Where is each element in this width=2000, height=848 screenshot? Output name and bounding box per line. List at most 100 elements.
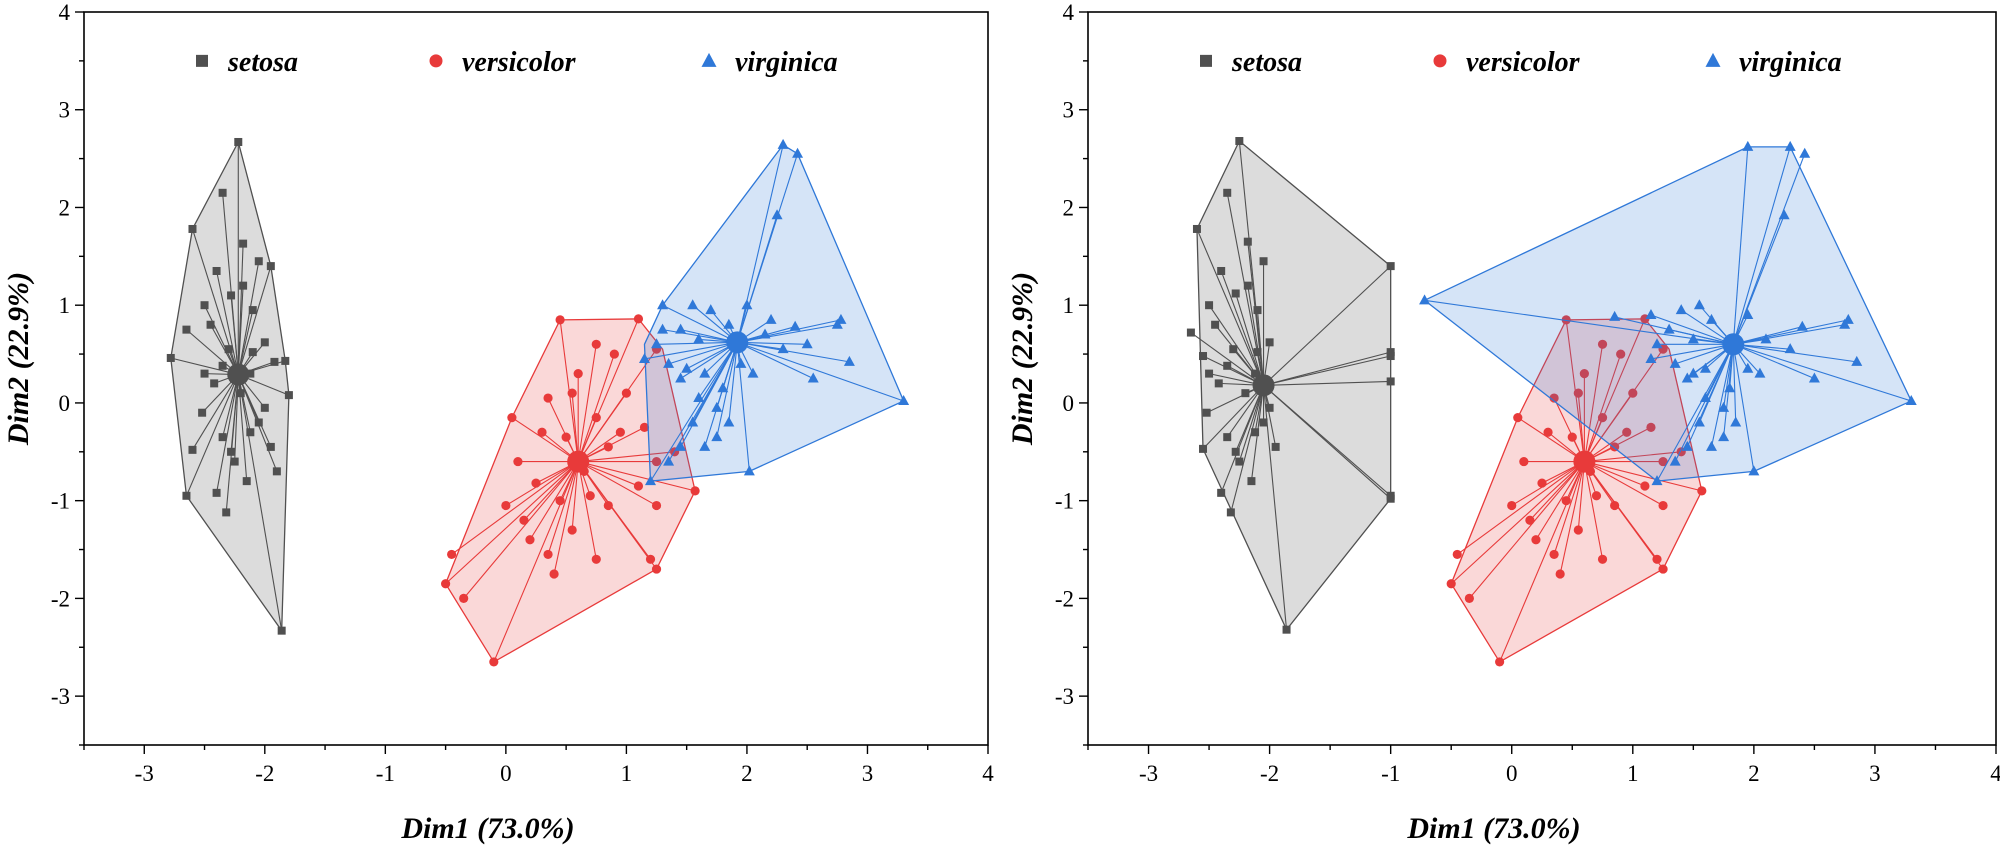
versicolor-point (651, 564, 662, 574)
versicolor-point (1658, 500, 1668, 511)
setosa-point (1186, 328, 1195, 337)
virginica-point (1669, 357, 1681, 368)
virginica-spoke (737, 341, 808, 345)
setosa-point (227, 291, 236, 300)
virginica-point (711, 431, 723, 442)
versicolor-spoke (578, 451, 675, 463)
virginica-point (1705, 440, 1717, 451)
setosa-point (1251, 428, 1260, 437)
versicolor-spoke (1499, 461, 1585, 663)
virginica-point (1742, 308, 1754, 319)
versicolor-point (621, 388, 632, 398)
setosa-point (224, 345, 233, 354)
setosa-point (1386, 494, 1395, 503)
setosa-spoke (170, 357, 239, 376)
setosa-spoke (1263, 384, 1392, 500)
right-x-tick-label: -3 (1139, 761, 1158, 786)
versicolor-point (1537, 478, 1547, 488)
setosa-point (210, 379, 219, 388)
versicolor-point (507, 412, 517, 423)
virginica-point (1778, 209, 1790, 220)
versicolor-point (1561, 315, 1571, 325)
virginica-spoke (736, 215, 778, 343)
setosa-point (246, 369, 255, 378)
setosa-point (272, 467, 281, 476)
virginica-point (1742, 362, 1754, 373)
versicolor-point (591, 412, 601, 423)
versicolor-point (609, 349, 619, 359)
versicolor-spoke (451, 461, 579, 555)
setosa-point (236, 389, 245, 398)
right-legend-item-virginica: virginica (1705, 47, 1842, 78)
setosa-spoke (237, 374, 272, 448)
setosa-point (254, 418, 263, 427)
left-y-tick-label: -3 (51, 684, 70, 709)
virginica-point (657, 299, 669, 310)
right-x-tick-label: 2 (1748, 761, 1760, 786)
virginica-spoke (662, 304, 738, 343)
versicolor-point (633, 481, 644, 491)
setosa-point (1211, 320, 1220, 329)
setosa-point (1231, 289, 1240, 298)
setosa-spoke (1263, 380, 1391, 386)
setosa-point (234, 137, 243, 146)
setosa-point (284, 391, 293, 400)
virginica-point (843, 355, 855, 366)
virginica-spoke (736, 144, 784, 343)
setosa-point (1386, 262, 1395, 271)
legend-triangle-marker (701, 52, 717, 67)
virginica-point (1669, 455, 1681, 466)
setosa-point (1199, 352, 1208, 361)
setosa-point (1214, 379, 1223, 388)
setosa-point (1271, 442, 1280, 451)
left-plot-frame (83, 11, 989, 746)
setosa-point (1265, 338, 1274, 347)
versicolor-point (603, 500, 613, 511)
versicolor-point (1495, 657, 1505, 667)
versicolor-point (519, 515, 529, 525)
versicolor-point (1507, 500, 1517, 511)
setosa-point (227, 447, 236, 456)
right-x-tick-label: 3 (1869, 761, 1881, 786)
versicolor-spoke (1450, 461, 1585, 585)
setosa-point (212, 488, 221, 497)
versicolor-spoke (1529, 461, 1585, 521)
virginica-point (777, 343, 789, 354)
versicolor-centroid (1573, 450, 1596, 473)
versicolor-point (1549, 549, 1559, 560)
versicolor-point (441, 579, 451, 589)
left-x-tick-label: 1 (621, 761, 633, 786)
virginica-point (1645, 308, 1657, 319)
left-x-tick-label: 4 (982, 761, 994, 786)
versicolor-point (1640, 481, 1650, 491)
setosa-point (218, 433, 227, 442)
virginica-hull (1423, 146, 1913, 482)
setosa-point (1235, 137, 1244, 146)
virginica-spoke (1733, 343, 1912, 402)
versicolor-spoke (493, 461, 579, 663)
versicolor-spoke (577, 461, 657, 570)
virginica-point (1651, 475, 1663, 486)
versicolor-spoke (1583, 344, 1604, 462)
setosa-spoke (1230, 385, 1265, 513)
versicolor-spoke (577, 353, 615, 462)
virginica-spoke (1424, 299, 1734, 345)
left-x-tick-label: 3 (862, 761, 874, 786)
versicolor-spoke (1584, 451, 1682, 463)
right-y-tick-label: -1 (1055, 489, 1074, 514)
versicolor-point (591, 339, 601, 349)
versicolor-point (531, 478, 541, 488)
versicolor-spoke (529, 461, 579, 541)
virginica-point (735, 357, 747, 368)
virginica-point (1839, 318, 1851, 329)
setosa-point (1386, 352, 1395, 361)
virginica-point (1651, 338, 1663, 349)
versicolor-spoke (1559, 461, 1585, 575)
virginica-spoke (737, 341, 814, 379)
versicolor-point (591, 554, 601, 564)
setosa-spoke (1263, 351, 1391, 386)
versicolor-point (447, 549, 457, 560)
versicolor-point (1573, 525, 1583, 535)
virginica-spoke (737, 324, 838, 343)
virginica-point (765, 313, 777, 324)
